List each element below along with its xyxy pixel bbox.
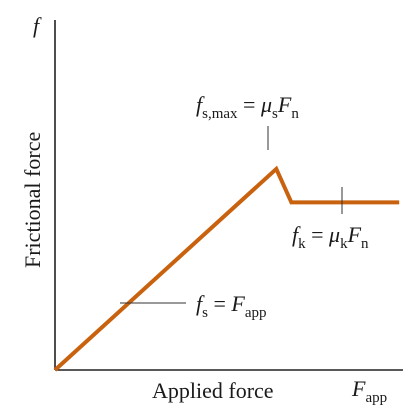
series-line	[55, 169, 399, 370]
annotation-static: fs = Fapp	[196, 291, 267, 321]
annotation-static-max: fs,max = μsFn	[196, 92, 299, 122]
y-axis-symbol: f	[33, 13, 42, 38]
x-axis-label: Applied force	[152, 378, 274, 403]
x-axis-symbol: Fapp	[351, 376, 387, 406]
annotation-kinetic: fk = μkFn	[292, 222, 369, 252]
y-axis-label: Frictional force	[20, 132, 45, 268]
